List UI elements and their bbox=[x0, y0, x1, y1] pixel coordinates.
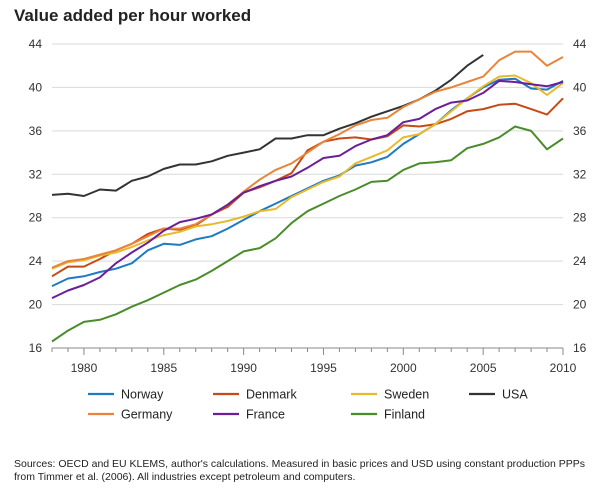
line-chart: 16 16 20 20 24 24 28 28 32 32 36 36 40 40 44 44 1980 1985… bbox=[29, 37, 587, 422]
y-tick-label-left: 16 bbox=[29, 341, 43, 355]
y-tick-label-right: 40 bbox=[573, 80, 587, 94]
x-tick-label: 2010 bbox=[550, 361, 577, 375]
y-tick-label-right: 16 bbox=[573, 341, 587, 355]
x-tick-label: 1990 bbox=[230, 361, 257, 375]
x-tick-label: 2005 bbox=[470, 361, 497, 375]
y-tick-label-left: 32 bbox=[29, 167, 43, 181]
y-tick-label-left: 24 bbox=[29, 254, 43, 268]
legend-label-usa: USA bbox=[502, 388, 528, 402]
y-tick-label-left: 44 bbox=[29, 37, 43, 51]
y-tick-label-right: 28 bbox=[573, 211, 587, 225]
y-tick-label-left: 20 bbox=[29, 298, 43, 312]
axes: 16 16 20 20 24 24 28 28 32 32 36 36 40 40 44 44 1980 1985… bbox=[29, 37, 587, 375]
legend-label-norway: Norway bbox=[121, 388, 164, 402]
legend-label-germany: Germany bbox=[121, 408, 173, 422]
legend-label-france: France bbox=[246, 408, 285, 422]
series-lines bbox=[51, 50, 564, 343]
series-line-sweden bbox=[51, 74, 564, 270]
y-tick-label-right: 20 bbox=[573, 298, 587, 312]
y-tick-label-right: 32 bbox=[573, 167, 587, 181]
legend-label-sweden: Sweden bbox=[384, 388, 429, 402]
series-line-germany bbox=[51, 50, 564, 269]
y-tick-label-right: 44 bbox=[573, 37, 587, 51]
legend-label-finland: Finland bbox=[384, 408, 425, 422]
x-tick-label: 1995 bbox=[310, 361, 337, 375]
series-line-france bbox=[51, 79, 564, 300]
source-note: Sources: OECD and EU KLEMS, author's cal… bbox=[14, 458, 586, 483]
y-tick-label-right: 36 bbox=[573, 124, 587, 138]
x-tick-label: 1980 bbox=[71, 361, 98, 375]
y-tick-label-left: 40 bbox=[29, 80, 43, 94]
x-tick-label: 2000 bbox=[390, 361, 417, 375]
y-tick-label-right: 24 bbox=[573, 254, 587, 268]
y-tick-label-left: 28 bbox=[29, 211, 43, 225]
x-tick-label: 1985 bbox=[150, 361, 177, 375]
series-line-finland bbox=[51, 125, 564, 343]
y-tick-label-left: 36 bbox=[29, 124, 43, 138]
legend-label-denmark: Denmark bbox=[246, 388, 297, 402]
chart-title: Value added per hour worked bbox=[14, 6, 252, 25]
legend: Norway Denmark Sweden USA Germany France Finla… bbox=[88, 388, 528, 422]
